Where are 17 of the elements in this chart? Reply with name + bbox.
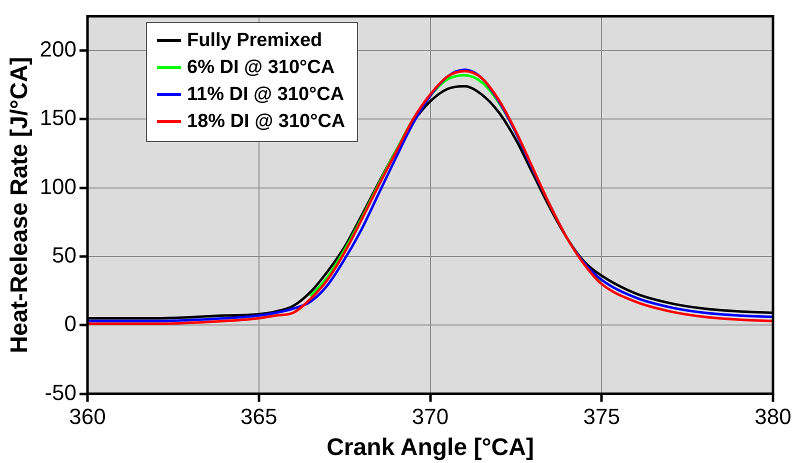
- y-tick-label: 150: [40, 105, 77, 130]
- legend-label: 6% DI @ 310°CA: [187, 56, 335, 78]
- y-tick-label: -50: [44, 380, 77, 405]
- x-tick-label: 375: [583, 404, 620, 430]
- y-tick-label: 50: [52, 242, 77, 268]
- y-tick-label: 0: [64, 311, 77, 336]
- x-axis-title: Crank Angle [°CA]: [326, 434, 534, 462]
- x-tick-label: 360: [69, 404, 106, 430]
- x-tick-label: 380: [754, 404, 792, 430]
- y-tick-label: 200: [40, 36, 77, 62]
- legend-label: 11% DI @ 310°CA: [187, 84, 344, 106]
- x-tick-label: 365: [240, 404, 278, 430]
- y-axis-title: Heat-Release Rate [J/°CA]: [6, 56, 34, 354]
- x-tick-label: 370: [412, 404, 449, 430]
- legend-label: 18% DI @ 310°CA: [187, 110, 346, 132]
- legend-label: Fully Premixed: [187, 30, 322, 52]
- y-tick-label: 100: [40, 174, 77, 199]
